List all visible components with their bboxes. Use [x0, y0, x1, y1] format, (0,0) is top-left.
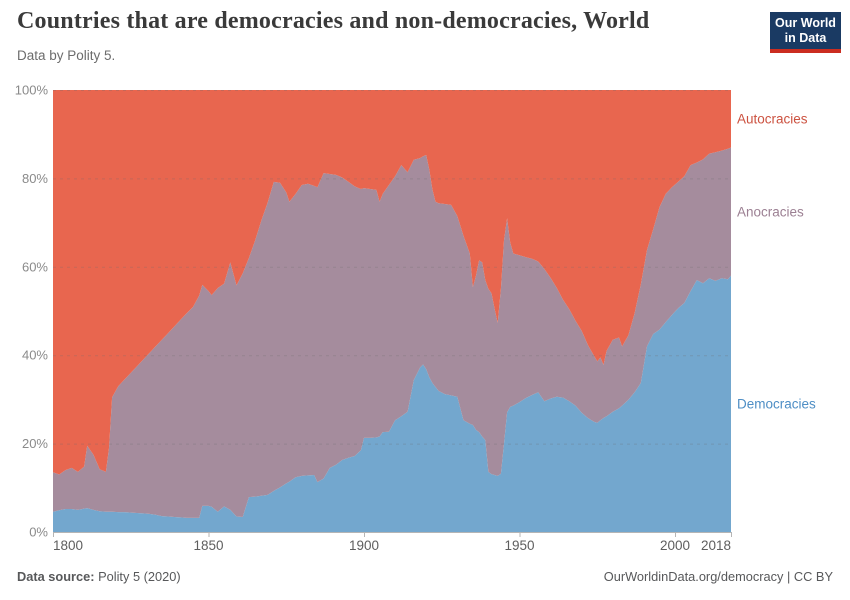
- credit-link[interactable]: OurWorldinData.org/democracy | CC BY: [603, 569, 833, 584]
- x-tick-label: 1900: [349, 538, 379, 553]
- y-tick-label: 100%: [15, 83, 49, 98]
- data-source-value: Polity 5 (2020): [98, 569, 181, 584]
- x-tick-label: 1950: [504, 538, 534, 553]
- y-tick-label: 80%: [22, 171, 48, 186]
- owid-logo-line2: in Data: [784, 31, 827, 45]
- series-label-anocracies[interactable]: Anocracies: [737, 204, 804, 220]
- owid-logo: Our World in Data: [770, 12, 841, 53]
- data-source: Data source: Polity 5 (2020): [17, 569, 181, 584]
- page-title: Countries that are democracies and non-d…: [17, 8, 650, 34]
- y-tick-label: 60%: [22, 259, 48, 274]
- x-tick-label: 1850: [193, 538, 223, 553]
- y-tick-label: 0%: [29, 525, 48, 540]
- area-autocracies[interactable]: [53, 90, 731, 475]
- area-democracies[interactable]: [53, 275, 731, 532]
- chart-footer: Data source: Polity 5 (2020) OurWorldinD…: [17, 569, 833, 584]
- y-tick-label: 40%: [22, 348, 48, 363]
- data-source-label: Data source:: [17, 569, 95, 584]
- owid-logo-line1: Our World: [775, 16, 836, 30]
- x-tick-label: 2000: [660, 538, 690, 553]
- series-label-autocracies[interactable]: Autocracies: [737, 111, 808, 127]
- x-tick-label: 1800: [53, 538, 83, 553]
- series-label-democracies[interactable]: Democracies: [737, 396, 816, 412]
- x-tick-label: 2018: [701, 538, 731, 553]
- page-subtitle: Data by Polity 5.: [17, 48, 116, 63]
- y-tick-label: 20%: [22, 436, 48, 451]
- area-anocracies[interactable]: [53, 147, 731, 518]
